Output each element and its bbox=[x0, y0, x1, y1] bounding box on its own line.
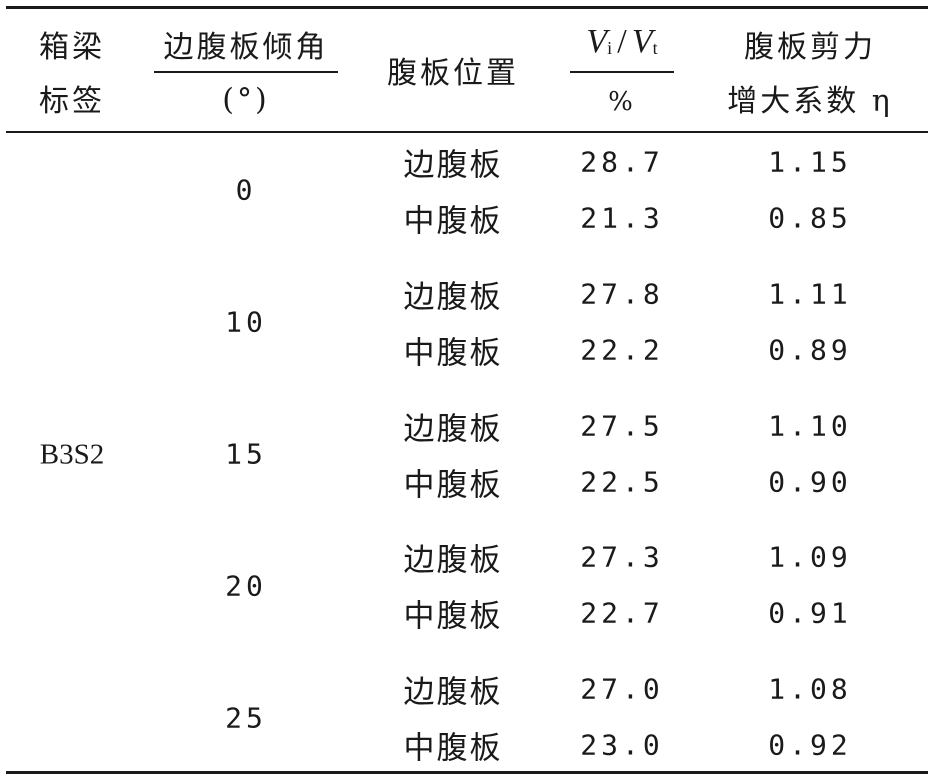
ratio-2-1: 22.5 bbox=[580, 465, 664, 499]
header-ratio-divider bbox=[570, 71, 674, 73]
eta-3-0: 1.09 bbox=[768, 540, 852, 574]
header-angle-unit: (°) bbox=[222, 82, 270, 118]
eta-0-0: 1.15 bbox=[768, 145, 852, 179]
ratio-1-0: 27.8 bbox=[580, 277, 664, 311]
eta-4-0: 1.08 bbox=[768, 672, 852, 706]
position-2-1: 中腹板 bbox=[403, 467, 503, 504]
angle-0: 0 bbox=[235, 173, 257, 207]
position-2-0: 边腹板 bbox=[403, 411, 503, 448]
header-sub-i: i bbox=[607, 38, 613, 58]
eta-2-0: 1.10 bbox=[768, 409, 852, 443]
position-1-0: 边腹板 bbox=[403, 279, 503, 316]
header-percent: % bbox=[608, 87, 636, 117]
angle-15: 15 bbox=[225, 437, 267, 471]
angle-25: 25 bbox=[225, 701, 267, 735]
eta-2-1: 0.90 bbox=[768, 465, 852, 499]
position-3-1: 中腹板 bbox=[403, 598, 503, 635]
position-4-1: 中腹板 bbox=[403, 730, 503, 767]
header-v-i: V bbox=[586, 23, 608, 60]
header-web-position: 腹板位置 bbox=[387, 56, 519, 91]
angle-10: 10 bbox=[225, 305, 267, 339]
header-rule bbox=[6, 131, 928, 133]
eta-1-1: 0.89 bbox=[768, 333, 852, 367]
eta-1-0: 1.11 bbox=[768, 277, 852, 311]
header-v-t: V bbox=[631, 23, 653, 60]
ratio-4-0: 27.0 bbox=[580, 672, 664, 706]
ratio-0-0: 28.7 bbox=[580, 145, 664, 179]
position-3-0: 边腹板 bbox=[403, 542, 503, 579]
ratio-3-0: 27.3 bbox=[580, 540, 664, 574]
header-shear-force: 腹板剪力 bbox=[744, 30, 876, 65]
header-label: 标签 bbox=[39, 84, 105, 119]
eta-0-1: 0.85 bbox=[768, 201, 852, 235]
header-amplification: 增大系数 η bbox=[727, 84, 893, 119]
header-web-angle: 边腹板倾角 bbox=[163, 30, 329, 65]
bottom-rule bbox=[6, 771, 928, 774]
ratio-4-1: 23.0 bbox=[580, 728, 664, 762]
ratio-3-1: 22.7 bbox=[580, 596, 664, 630]
ratio-2-0: 27.5 bbox=[580, 409, 664, 443]
position-0-0: 边腹板 bbox=[403, 147, 503, 184]
header-angle-divider bbox=[154, 71, 338, 73]
header-box-girder: 箱梁 bbox=[39, 30, 105, 65]
position-4-0: 边腹板 bbox=[403, 674, 503, 711]
angle-20: 20 bbox=[225, 569, 267, 603]
position-1-1: 中腹板 bbox=[403, 335, 503, 372]
ratio-0-1: 21.3 bbox=[580, 201, 664, 235]
eta-3-1: 0.91 bbox=[768, 596, 852, 630]
box-girder-label: B3S2 bbox=[39, 438, 105, 471]
eta-4-1: 0.92 bbox=[768, 728, 852, 762]
ratio-1-1: 22.2 bbox=[580, 333, 664, 367]
header-slash: / bbox=[617, 23, 627, 60]
header-sub-t: t bbox=[652, 38, 658, 58]
top-rule bbox=[6, 6, 928, 9]
position-0-1: 中腹板 bbox=[403, 203, 503, 240]
header-shear-ratio: Vi / Vt bbox=[586, 23, 657, 61]
